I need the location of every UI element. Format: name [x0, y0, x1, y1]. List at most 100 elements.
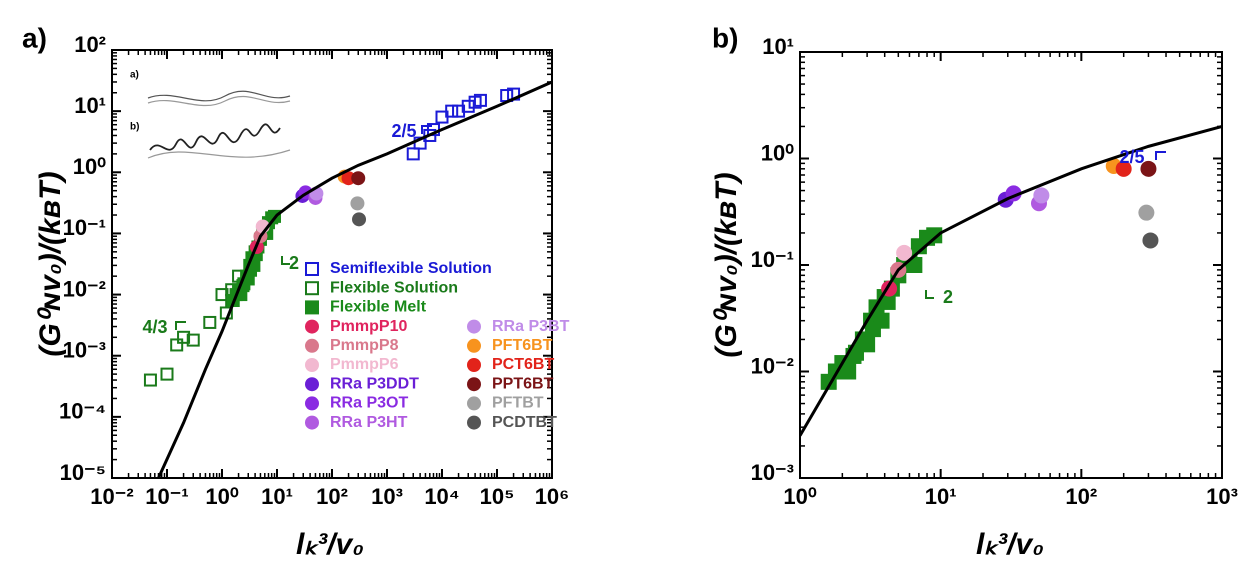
x-tick-label: 10³ [1206, 484, 1238, 509]
point [873, 312, 890, 329]
x-tick-label: 10¹ [925, 484, 957, 509]
slope-bracket [421, 125, 432, 134]
plot-area [143, 80, 552, 478]
inset-label: b) [130, 122, 139, 133]
legend-marker [467, 338, 481, 353]
point [1115, 160, 1132, 177]
legend-label: PCT6BT [492, 356, 554, 373]
inset-chain-b [149, 123, 281, 151]
legend-label: PFT6BT [492, 337, 553, 354]
legend-label: RRa P3OT [330, 395, 408, 412]
model-curve [800, 124, 1222, 437]
inset-chain-b2 [147, 149, 291, 159]
point [341, 171, 356, 186]
legend-label: PmmpP8 [330, 337, 399, 354]
point [203, 315, 217, 329]
legend-label: PFTBT [492, 395, 544, 412]
slope-bracket [1155, 151, 1166, 160]
point [143, 373, 157, 387]
x-tick-label: 10⁵ [480, 484, 515, 509]
slope-annotation: 2/5 [391, 121, 416, 141]
legend-label: RRa P3BT [492, 318, 570, 335]
legend-marker [305, 358, 319, 372]
y-tick-label: 10² [74, 32, 106, 57]
y-axis-label: (G⁰ɴv₀)/(kʙT) [34, 171, 67, 356]
legend-marker [305, 300, 319, 315]
y-tick-label: 10⁰ [73, 154, 106, 179]
x-tick-label: 10⁴ [424, 484, 459, 509]
legend-label: RRa P3HT [330, 414, 408, 431]
legend-label: Semiflexible Solution [330, 260, 492, 277]
plot-frame [799, 51, 1223, 479]
model-curve [157, 80, 552, 478]
legend-label: Flexible Melt [330, 299, 427, 316]
slope-annotation: 2 [289, 253, 299, 273]
y-axis-label: (G⁰ɴv₀)/(kʙT) [710, 172, 743, 357]
legend-label: PPT6BT [492, 375, 554, 392]
inset-label: a) [130, 70, 139, 81]
point [1140, 160, 1157, 177]
point [896, 244, 913, 261]
legend-marker [467, 396, 481, 411]
legend-marker [305, 377, 319, 392]
point [1138, 204, 1155, 221]
plot-area [800, 124, 1222, 437]
point [1142, 232, 1159, 249]
panel-label: b) [712, 22, 738, 53]
panel-label: a) [22, 22, 47, 53]
legend-marker [467, 358, 481, 372]
point [840, 363, 857, 380]
legend-label: Flexible Solution [330, 279, 458, 296]
legend-label: PCDTBT [492, 414, 557, 431]
legend-marker [305, 415, 319, 430]
point [406, 147, 420, 161]
y-tick-label: 10⁻³ [751, 460, 794, 485]
y-tick-label: 10¹ [74, 93, 106, 118]
slope-bracket [281, 256, 290, 265]
point [352, 212, 367, 227]
inset-illustration [147, 90, 291, 159]
x-tick-label: 10² [316, 484, 348, 509]
point [461, 99, 475, 113]
plot-frame [111, 49, 553, 479]
slope-annotation: 2/5 [1119, 147, 1144, 167]
inset-chain-a [147, 90, 291, 102]
x-tick-label: 10⁰ [783, 484, 816, 509]
legend-label: PmmpP10 [330, 318, 407, 335]
y-tick-label: 10⁰ [761, 140, 794, 165]
x-axis-label: lₖ³/v₀ [976, 528, 1044, 561]
point [879, 293, 896, 310]
slope-annotation: 2 [943, 287, 953, 307]
point [351, 171, 366, 186]
legend-marker [467, 377, 481, 392]
y-tick-label: 10⁻² [751, 353, 794, 378]
point [859, 336, 876, 353]
legend-label: RRa P3DDT [330, 375, 419, 392]
legend-marker [305, 319, 319, 334]
point [160, 367, 174, 381]
legend-label: PmmpP6 [330, 356, 399, 373]
slope-annotation: 4/3 [142, 317, 167, 337]
x-tick-label: 10² [1065, 484, 1097, 509]
legend-marker [305, 396, 319, 411]
x-tick-label: 10¹ [261, 484, 293, 509]
x-tick-label: 10⁰ [205, 484, 238, 509]
legend-marker [305, 338, 319, 353]
y-tick-label: 10⁻¹ [63, 215, 106, 240]
point [350, 196, 365, 211]
point [473, 93, 487, 107]
x-tick-label: 10³ [371, 484, 403, 509]
y-tick-label: 10⁻¹ [751, 247, 794, 272]
legend-marker [305, 262, 319, 276]
x-axis-label: lₖ³/v₀ [296, 528, 364, 561]
slope-bracket [925, 290, 934, 299]
y-tick-label: 10¹ [762, 34, 794, 59]
y-tick-label: 10⁻⁵ [60, 460, 106, 485]
point [177, 330, 191, 344]
x-tick-label: 10⁶ [535, 484, 570, 509]
legend-marker [467, 415, 481, 430]
slope-bracket [175, 321, 186, 330]
point [170, 338, 184, 352]
legend-marker [305, 281, 319, 296]
